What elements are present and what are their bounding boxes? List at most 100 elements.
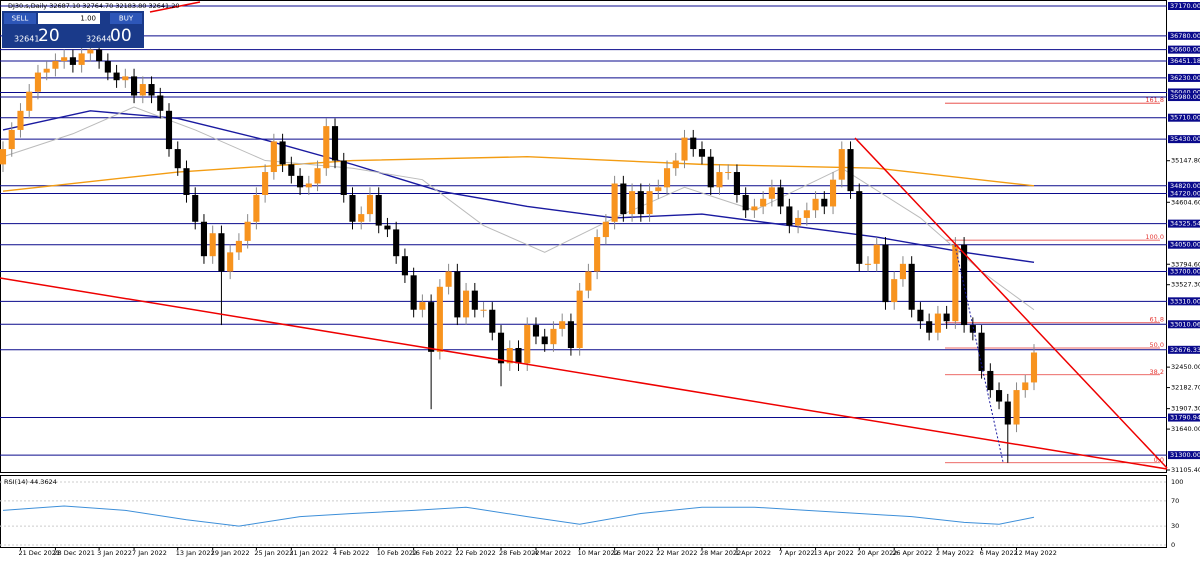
candle-body — [253, 194, 260, 222]
y-tick-label: 31907.30 — [1171, 405, 1200, 413]
x-tick-label: 10 Mar 2022 — [578, 549, 619, 557]
candle-body — [576, 290, 583, 348]
candle-body — [987, 370, 994, 391]
level-label: 31790.94 — [1170, 414, 1200, 422]
candle-body — [733, 172, 740, 195]
candle-body — [768, 187, 775, 199]
candle-body — [506, 347, 513, 364]
level-label: 33700.00 — [1170, 267, 1200, 275]
x-tick-label: 4 Feb 2022 — [333, 549, 369, 557]
buy-button[interactable] — [110, 13, 142, 24]
candle-body — [69, 57, 76, 65]
candle-body — [428, 302, 435, 352]
trade-panel: SELL 1.00 BUY 32641 20 32644 00 — [2, 11, 144, 48]
candle-body — [43, 68, 50, 73]
level-label: 32676.33 — [1170, 346, 1200, 354]
level-label: 36600.00 — [1170, 46, 1200, 54]
candle-body — [873, 244, 880, 264]
candle-body — [52, 61, 59, 69]
candle-body — [629, 191, 636, 215]
candle-body — [899, 263, 906, 280]
candle-body — [323, 126, 330, 169]
level-box — [1168, 240, 1200, 249]
candle-body — [952, 244, 959, 322]
level-box — [1168, 135, 1200, 144]
x-tick-label: 28 Dec 2021 — [53, 549, 95, 557]
candle-body — [864, 263, 872, 265]
candle-body — [786, 206, 793, 226]
trend-line — [854, 137, 1168, 469]
x-tick-label: 10 Feb 2022 — [377, 549, 417, 557]
y-tick-label: 31105.40 — [1171, 466, 1200, 474]
fib-baseline — [954, 244, 1004, 463]
ask-price: 32644 — [86, 35, 111, 44]
rsi-title: RSI(14) 44.3624 — [4, 478, 57, 486]
candle-body — [262, 172, 269, 195]
candle-body — [358, 214, 365, 222]
x-tick-label: 2 May 2022 — [936, 549, 974, 557]
level-label: 33010.06 — [1170, 320, 1200, 328]
rsi-tick-label: 70 — [1171, 497, 1179, 505]
rsi-tick-label: 0 — [1171, 541, 1175, 549]
level-box — [1168, 93, 1200, 102]
candle-body — [882, 244, 889, 303]
x-tick-label: 26 Apr 2022 — [892, 549, 932, 557]
candle-body — [314, 168, 321, 184]
level-box — [1168, 297, 1200, 306]
x-tick-label: 12 May 2022 — [1015, 549, 1057, 557]
x-tick-label: 7 Apr 2022 — [779, 549, 815, 557]
candle-body — [78, 53, 85, 65]
candle-body — [227, 252, 234, 272]
fib-label: 61.8 — [1150, 316, 1164, 324]
level-box — [1168, 31, 1200, 40]
sell-button[interactable] — [4, 13, 36, 24]
level-label: 35980.00 — [1170, 93, 1200, 101]
candle-body — [17, 110, 24, 130]
level-label: 35710.00 — [1170, 114, 1200, 122]
bid-price: 32641 — [14, 35, 39, 44]
candle-body — [751, 206, 758, 211]
x-tick-label: 13 Apr 2022 — [814, 549, 854, 557]
candle-body — [139, 84, 146, 96]
fib-label: 50.0 — [1150, 341, 1164, 349]
candle-body — [978, 332, 985, 371]
candle-body — [270, 141, 277, 173]
sell-label: SELL — [12, 15, 29, 23]
level-label: 36451.18 — [1170, 57, 1200, 65]
candle-body — [209, 233, 216, 257]
candle-body — [637, 191, 644, 215]
candle-body — [812, 198, 819, 211]
candle-body — [620, 183, 627, 215]
candle-body — [148, 84, 155, 96]
candle-body — [908, 263, 915, 310]
candle-body — [463, 290, 470, 318]
x-tick-label: 25 Jan 2022 — [254, 549, 293, 557]
x-tick-label: 6 May 2022 — [980, 549, 1018, 557]
candle-body — [1022, 382, 1029, 391]
moving-average — [2, 106, 1035, 311]
candle-body — [777, 187, 784, 207]
level-label: 34325.54 — [1170, 220, 1200, 228]
level-label: 35430.00 — [1170, 135, 1200, 143]
level-label: 34820.00 — [1170, 182, 1200, 190]
candle-body — [707, 156, 714, 188]
candle-body — [611, 183, 618, 222]
candle-body — [795, 217, 802, 226]
candle-body — [454, 271, 461, 318]
candle-body — [279, 141, 286, 165]
moving-average — [2, 110, 1035, 264]
level-label: 36780.00 — [1170, 32, 1200, 40]
x-tick-label: 7 Jan 2022 — [132, 549, 167, 557]
level-box — [1168, 88, 1200, 97]
lot-input[interactable] — [38, 13, 100, 24]
candle-body — [567, 321, 574, 348]
fib-label: 161.8 — [1145, 96, 1164, 104]
candle-body — [61, 57, 68, 62]
candle-body — [672, 160, 679, 169]
level-label: 36040.00 — [1170, 88, 1200, 96]
candle-body — [165, 110, 173, 150]
x-tick-label: 3 Jan 2022 — [97, 549, 132, 557]
candle-body — [122, 76, 129, 81]
fib-label: 100.0 — [1145, 233, 1164, 241]
candle-body — [393, 229, 400, 257]
